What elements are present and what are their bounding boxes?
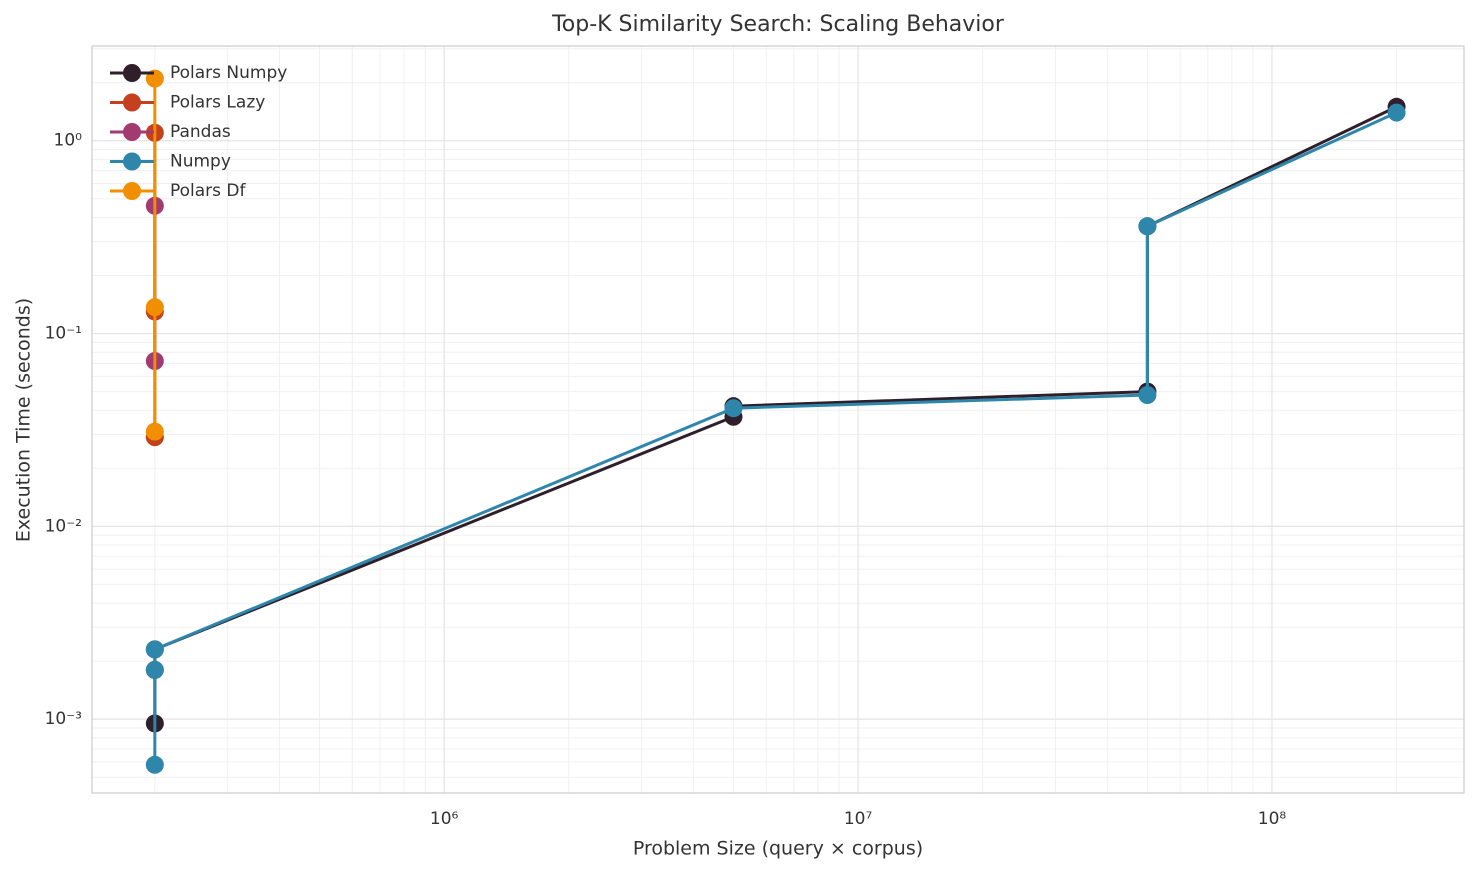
legend-label: Polars Lazy	[170, 93, 265, 113]
data-point	[724, 399, 743, 418]
y-tick-label: 10⁻³	[45, 709, 82, 729]
y-tick-label: 10⁻²	[45, 516, 82, 536]
data-point	[145, 422, 164, 441]
legend-marker	[123, 123, 141, 141]
data-point	[1387, 103, 1406, 122]
legend-marker	[123, 93, 141, 112]
legend-label: Pandas	[170, 122, 231, 142]
chart-title: Top-K Similarity Search: Scaling Behavio…	[551, 12, 1005, 37]
y-tick-label: 10⁻¹	[45, 324, 82, 344]
legend-label: Polars Numpy	[170, 63, 287, 83]
data-point	[145, 298, 164, 317]
x-axis-label: Problem Size (query × corpus)	[633, 838, 923, 860]
x-tick-label: 10⁸	[1258, 809, 1287, 829]
legend-marker	[123, 182, 141, 200]
plot-frame	[91, 45, 1465, 794]
x-tick-label: 10⁷	[844, 809, 873, 829]
legend-label: Numpy	[170, 152, 231, 172]
legend-marker	[123, 152, 141, 171]
data-point	[1138, 217, 1157, 236]
data-point	[145, 660, 164, 679]
data-point	[145, 755, 164, 774]
x-tick-label: 10⁶	[430, 809, 459, 829]
legend-label: Polars Df	[170, 181, 247, 201]
legend-marker	[123, 64, 141, 82]
data-point	[1138, 386, 1157, 405]
y-tick-label: 10⁰	[54, 131, 83, 151]
data-point	[145, 640, 164, 659]
y-axis-label: Execution Time (seconds)	[13, 298, 35, 542]
